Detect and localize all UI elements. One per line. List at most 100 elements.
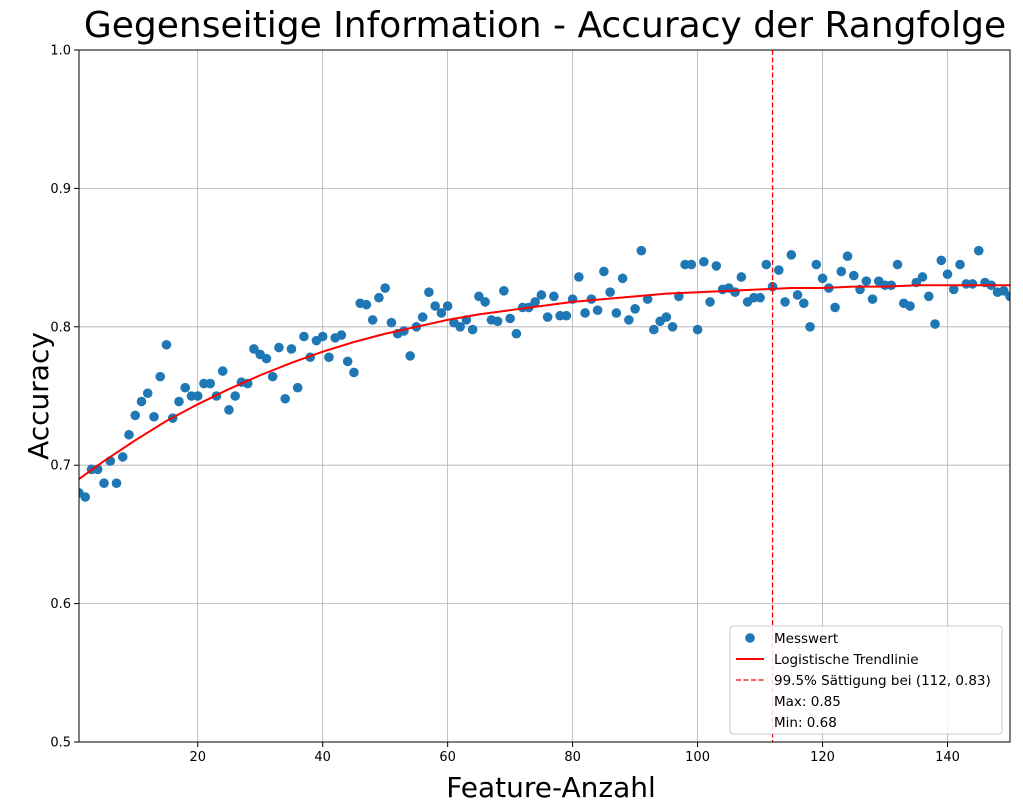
legend-label: Min: 0.68 [774,715,837,731]
data-point [842,251,853,262]
data-point [280,393,290,404]
data-point [599,266,609,277]
chart-title: Gegenseitige Information - Accuracy der … [84,5,1006,46]
data-point [892,259,903,270]
data-point [836,266,847,277]
data-point [536,290,547,300]
data-point [574,272,584,282]
data-point [686,259,697,270]
data-point [261,353,272,364]
data-point [617,273,628,284]
plot-frame [78,49,1011,743]
legend: Messwert Logistische Trendlinie 99.5% Sätt… [729,625,1003,735]
data-point [1005,291,1010,302]
data-point [111,478,122,488]
data-point [142,388,153,399]
data-point [511,328,522,339]
y-tick-label: 0.5 [50,736,71,751]
x-tick-label: 60 [439,750,456,765]
x-tick-label: 120 [810,750,835,765]
data-point [405,351,415,361]
data-point [736,272,747,282]
x-axis-label: Feature-Anzahl [446,771,656,804]
legend-marker-dot [745,633,755,643]
plot-area [79,50,1010,742]
data-point [699,256,709,267]
data-point [936,255,947,266]
data-point [805,322,815,332]
y-tick-label: 1.0 [50,44,71,59]
data-point [730,287,740,298]
data-point [848,270,859,281]
data-point [324,352,334,363]
data-point [786,250,797,260]
data-point [217,366,228,376]
data-point [499,286,509,296]
x-tick-label: 20 [189,750,206,765]
data-point [605,287,615,298]
data-point [505,313,515,324]
data-point [867,294,878,304]
data-point [442,301,453,311]
data-point [955,259,965,270]
data-point [267,371,278,382]
data-point [230,391,241,401]
data-point [380,283,390,293]
data-point [649,324,659,335]
data-point [542,312,553,322]
legend-label: 99.5% Sättigung bei (112, 0.83) [774,673,991,689]
data-point [436,308,447,318]
data-point [774,265,784,275]
data-point [467,324,478,335]
data-point [861,276,872,286]
data-point [299,331,309,342]
data-point [586,294,597,304]
data-point [361,299,372,310]
data-point [480,297,490,307]
data-point [973,245,984,256]
data-point [342,356,353,367]
data-point [948,284,959,295]
data-point [549,291,559,302]
data-point [799,298,809,309]
data-point [917,272,928,282]
y-tick-label: 0.9 [50,182,71,197]
data-point [349,367,359,378]
data-point [249,344,259,354]
x-tick-label: 140 [935,750,960,765]
y-tick-label: 0.8 [50,320,71,335]
data-point [180,382,191,393]
data-point [161,339,172,350]
data-point [417,312,428,322]
data-point [630,304,640,314]
data-point [923,291,934,302]
legend-label: Logistische Trendlinie [774,652,919,668]
data-point [336,330,347,340]
data-point [530,297,540,307]
data-point [292,382,303,393]
data-point [149,411,159,422]
data-point [692,324,703,335]
data-point [755,292,765,303]
data-point [942,269,953,280]
data-point [455,322,465,332]
data-point [761,259,772,270]
data-point [817,273,828,284]
data-point [930,319,940,329]
x-tick-label: 80 [564,750,581,765]
data-point [780,297,790,307]
data-point [374,292,384,303]
data-point [561,310,572,321]
data-point [661,312,672,322]
data-point [580,308,590,318]
data-point [886,280,897,291]
data-point [592,305,603,315]
data-point [667,322,678,332]
data-point [642,294,653,304]
data-point [424,287,434,298]
data-point [624,315,634,325]
data-point [80,492,91,502]
data-point [386,317,397,328]
data-point [430,301,440,311]
